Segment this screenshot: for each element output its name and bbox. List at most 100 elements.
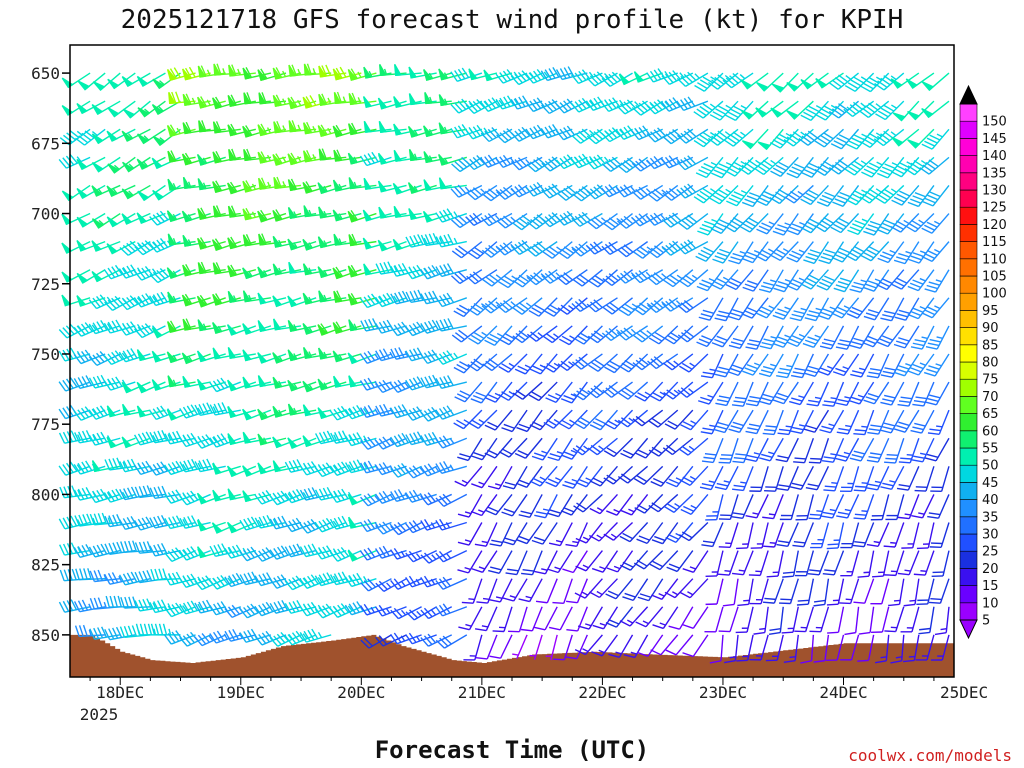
wind-barb — [408, 148, 437, 162]
wind-barb-full — [306, 520, 316, 531]
wind-barb — [619, 522, 649, 543]
wind-barb — [547, 550, 573, 574]
wind-barb-full — [379, 404, 386, 416]
wind-barb-flag — [226, 465, 238, 478]
wind-barb-shaft — [629, 606, 649, 627]
wind-barb-full — [635, 160, 645, 170]
wind-barb-flag — [121, 76, 134, 88]
wind-barb-full — [194, 404, 201, 416]
wind-barb-full — [262, 515, 270, 527]
wind-barb — [197, 178, 226, 191]
wind-barb-flag — [755, 107, 768, 118]
wind-barb-full — [351, 92, 358, 104]
wind-barb-full — [224, 548, 232, 559]
wind-barb-full — [467, 363, 478, 372]
wind-barb-full — [650, 247, 661, 256]
wind-barb — [196, 153, 226, 166]
wind-barb-half — [541, 568, 548, 571]
wind-barb-half — [449, 464, 454, 471]
wind-barb-shaft — [673, 493, 694, 513]
wind-barb-full — [514, 159, 524, 169]
wind-barb — [226, 324, 257, 336]
wind-barb-full — [85, 375, 93, 386]
wind-barb-full — [637, 596, 649, 602]
wind-barb-full — [390, 633, 398, 645]
wind-barb-full — [88, 323, 96, 334]
wind-barb-full — [137, 326, 147, 337]
wind-barb-shaft — [547, 128, 573, 139]
wind-barb-shaft — [639, 212, 664, 227]
wind-barb — [405, 347, 437, 362]
wind-barb-half — [297, 155, 302, 163]
wind-barb — [776, 353, 799, 379]
wind-barb-flag — [76, 295, 87, 307]
wind-barb-full — [653, 245, 664, 254]
wind-barb-full — [335, 266, 344, 277]
wind-barb-full — [561, 335, 573, 343]
wind-barb-full — [322, 573, 330, 584]
wind-barb-full — [427, 633, 437, 644]
wind-barb — [194, 458, 226, 473]
wind-barb-full — [142, 485, 149, 497]
wind-barb — [772, 381, 799, 405]
wind-barb-full — [663, 392, 674, 400]
wind-barb — [488, 550, 513, 574]
wind-barb-full — [137, 244, 147, 254]
wind-barb-flag — [317, 407, 328, 420]
wind-barb-full — [171, 572, 179, 584]
wind-barb-half — [282, 125, 286, 132]
wind-barb — [88, 488, 121, 504]
wind-barb — [332, 266, 362, 280]
wind-barb-full — [528, 309, 540, 317]
wind-barb-shaft — [476, 241, 498, 260]
wind-barb-full — [471, 483, 483, 489]
wind-barb-full — [699, 105, 710, 114]
wind-barb-half — [596, 590, 603, 596]
wind-barb — [182, 375, 211, 388]
wind-barb-full — [367, 436, 376, 447]
wind-barb-full — [605, 330, 615, 339]
wind-barb-full — [458, 626, 470, 631]
wind-barb-full — [589, 158, 599, 168]
wind-barb-shaft — [215, 409, 241, 416]
wind-barb — [661, 155, 694, 169]
wind-barb-full — [329, 608, 339, 618]
wind-barb-full — [624, 387, 635, 395]
wind-barb-flag — [242, 290, 252, 303]
wind-barb-shaft — [584, 578, 603, 599]
wind-barb — [762, 409, 784, 436]
wind-barb-half — [768, 451, 775, 455]
wind-barb-full — [442, 351, 451, 362]
wind-barb-full — [575, 481, 587, 488]
wind-barb-flag — [317, 125, 328, 138]
wind-barb-shaft — [705, 156, 724, 178]
wind-barb — [405, 632, 437, 645]
wind-barb-full — [435, 519, 443, 531]
wind-barb-full — [62, 407, 70, 418]
wind-barb-full — [465, 104, 475, 114]
wind-barb-full — [142, 598, 149, 610]
wind-barb-flag — [317, 378, 328, 391]
wind-barb-shaft — [336, 493, 362, 503]
wind-barb — [682, 606, 709, 629]
wind-barb — [465, 124, 498, 140]
wind-barb-shaft — [127, 241, 151, 256]
wind-barb-half — [443, 98, 448, 105]
wind-barb-full — [152, 464, 161, 475]
wind-barb-shaft — [684, 241, 709, 255]
wind-barb-flag — [227, 124, 237, 137]
wind-barb — [587, 381, 618, 399]
wind-barb-full — [636, 305, 647, 313]
wind-barb-full — [344, 576, 353, 587]
wind-barb-full — [96, 352, 105, 363]
wind-barb-flag — [212, 97, 222, 110]
wind-barb — [272, 295, 302, 308]
wind-barb — [515, 522, 543, 545]
wind-barb-full — [111, 297, 121, 307]
wind-barb-shaft — [764, 606, 769, 633]
wind-barb-half — [121, 352, 127, 359]
wind-barb-full — [650, 480, 662, 487]
wind-barb-half — [658, 593, 665, 597]
wind-barb-shaft — [524, 353, 543, 375]
wind-barb-full — [350, 264, 358, 276]
